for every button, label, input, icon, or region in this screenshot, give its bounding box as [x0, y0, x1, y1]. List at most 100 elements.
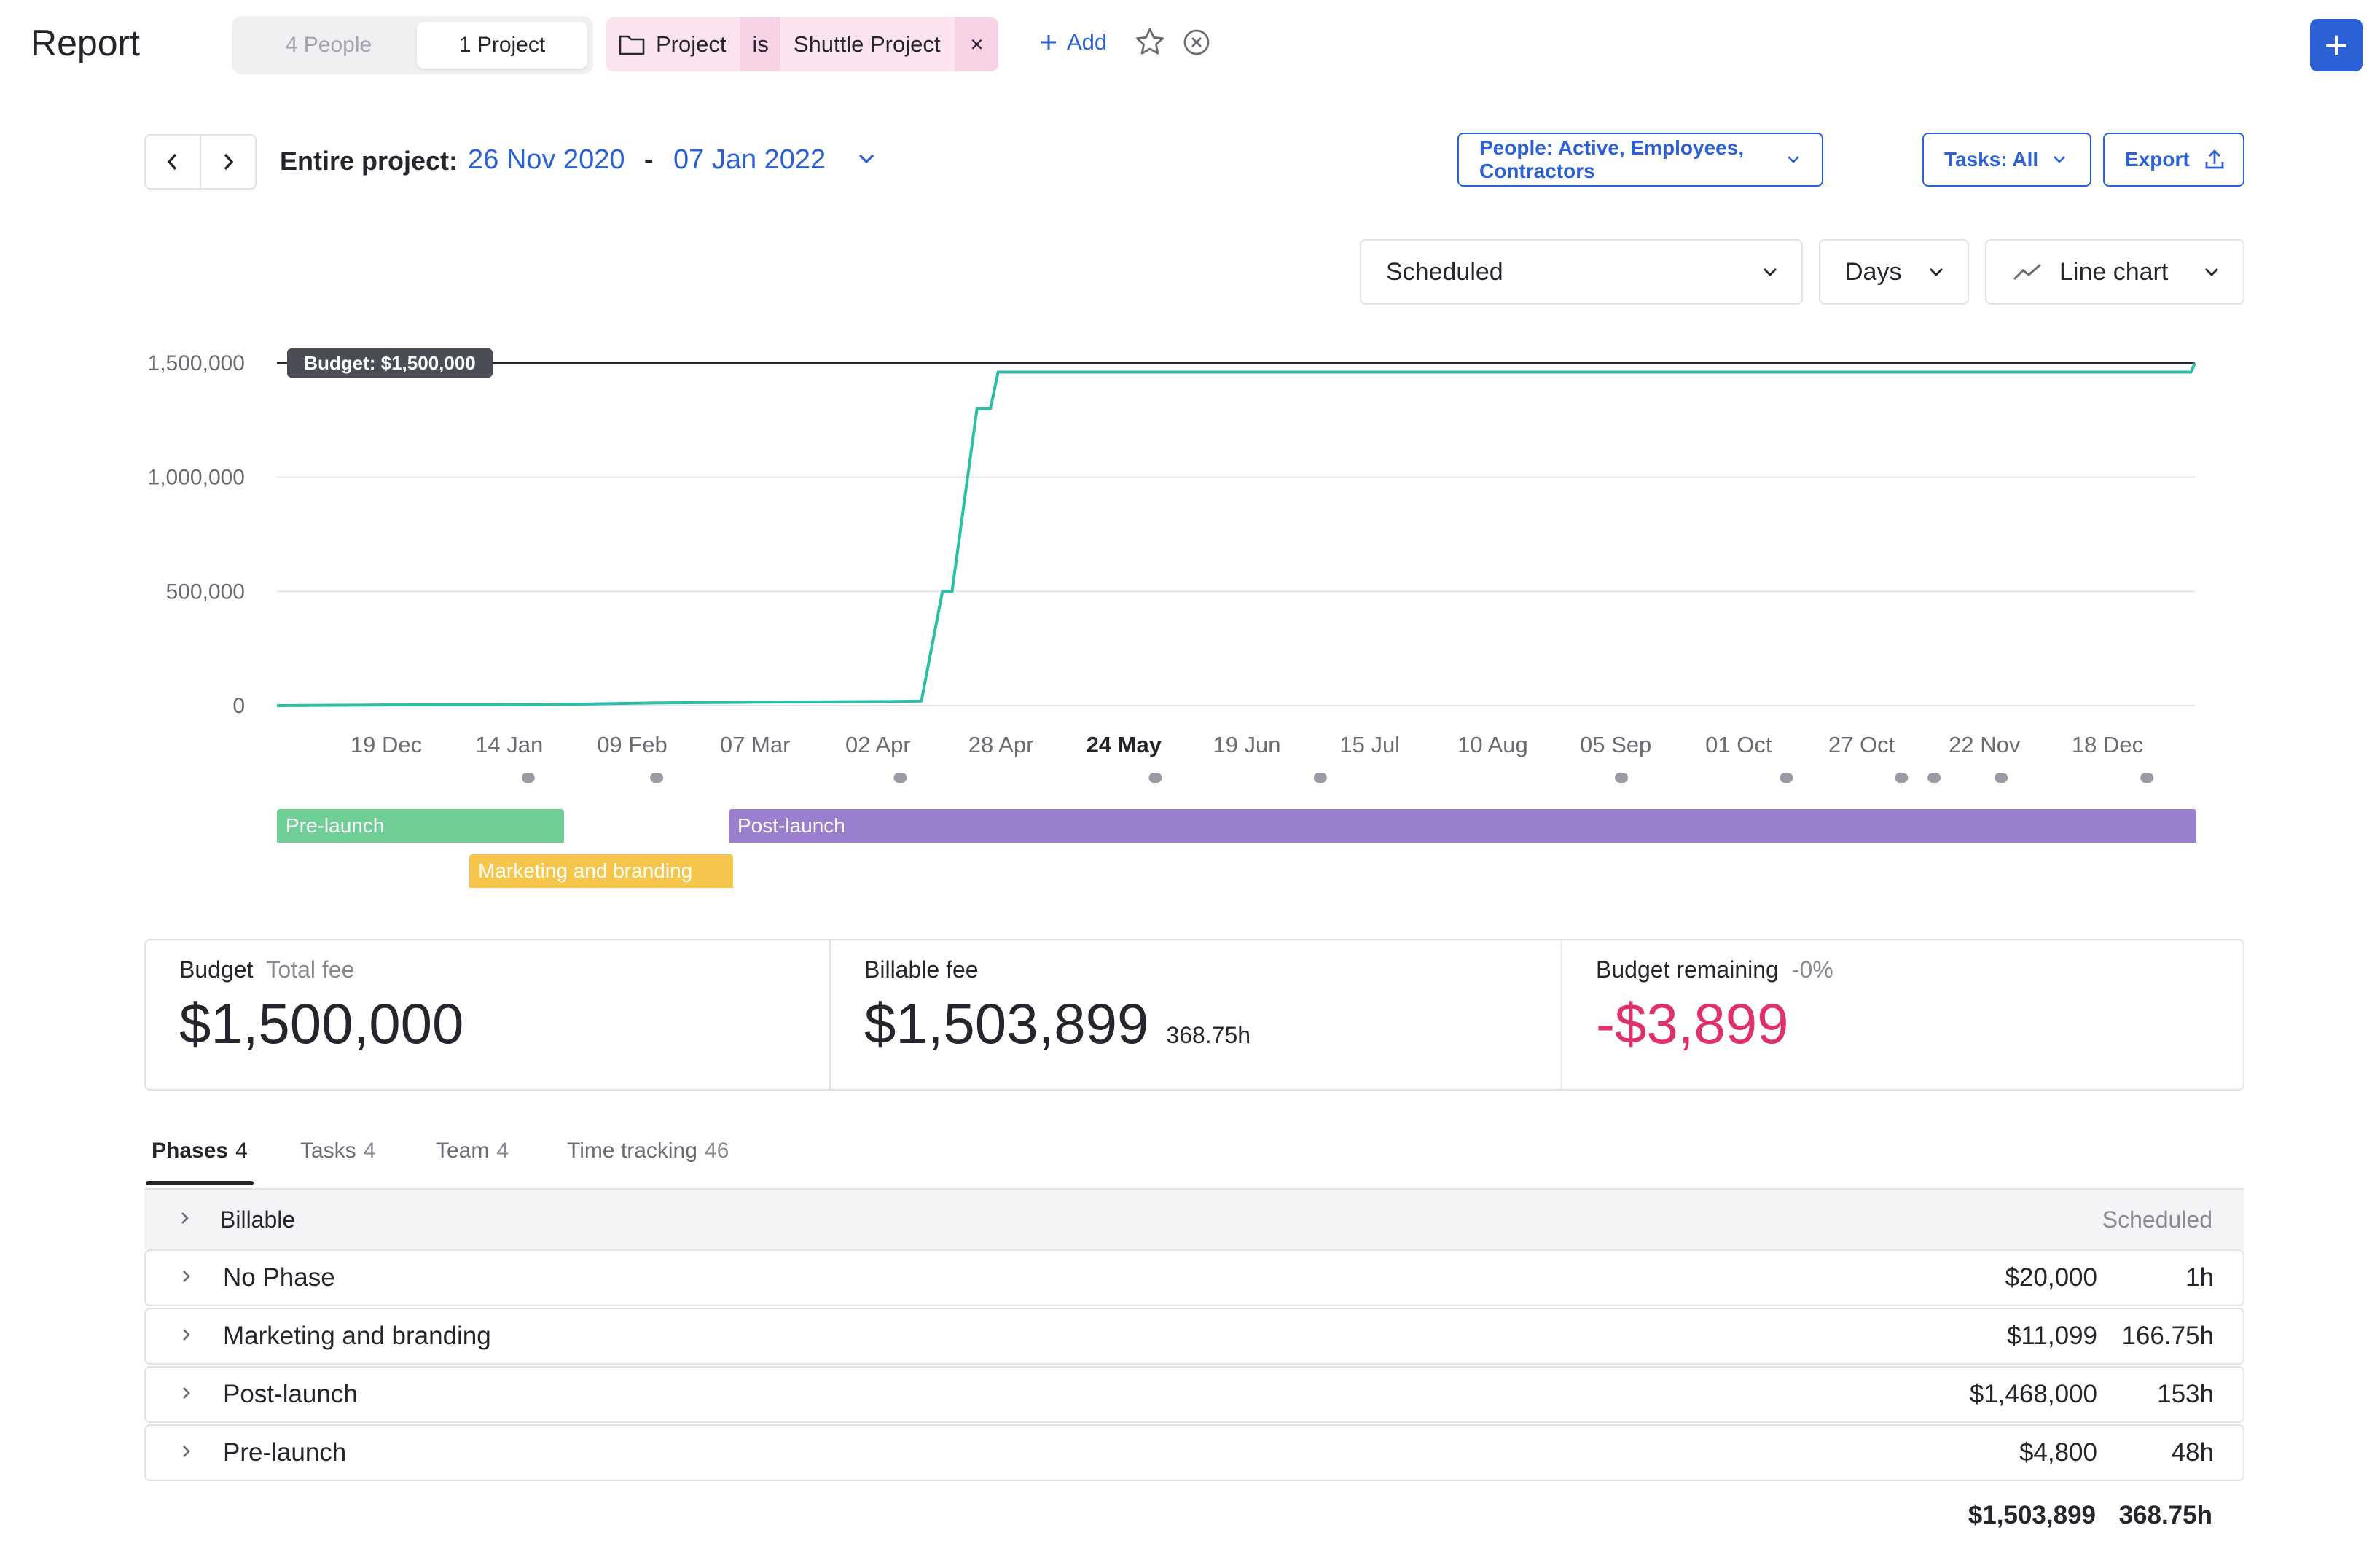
chevron-down-icon[interactable]: [856, 150, 877, 171]
chevron-right-icon: [181, 1324, 192, 1349]
stat-remaining: Budget remaining -0% -$3,899: [1561, 940, 2243, 1089]
x-tick-label: 07 Mar: [720, 732, 790, 757]
row-amount: $20,000: [2005, 1263, 2097, 1292]
tab-time-tracking-count: 46: [704, 1139, 729, 1163]
table-row[interactable]: Post-launch $1,468,000 153h: [144, 1366, 2244, 1423]
add-filter-label: Add: [1067, 29, 1108, 55]
range-label: Entire project:: [280, 146, 458, 176]
tasks-filter-button[interactable]: Tasks: All: [1922, 133, 2091, 187]
y-tick-label: 1,500,000: [148, 351, 245, 375]
x-tick-label: 14 Jan: [475, 732, 543, 757]
active-tab-indicator: [146, 1181, 254, 1185]
timeline-marker: [1995, 773, 2008, 783]
filter-field[interactable]: Project: [606, 17, 740, 71]
budget-badge: [287, 348, 493, 378]
export-button[interactable]: Export: [2103, 133, 2244, 187]
interval-select-value: Days: [1845, 257, 1902, 286]
x-tick-label: 01 Oct: [1705, 732, 1772, 757]
timeline-marker: [1313, 773, 1327, 783]
timeline-marker: [1615, 773, 1629, 783]
x-tick-label: 19 Jun: [1213, 732, 1280, 757]
project-filter-chip[interactable]: Project is Shuttle Project ×: [606, 17, 999, 71]
tab-divider: [144, 1188, 2244, 1190]
new-button[interactable]: +: [2310, 19, 2363, 71]
scheduled-series-line: [276, 362, 2196, 707]
group-row-billable[interactable]: Billable Scheduled: [144, 1190, 2244, 1249]
range-end-date[interactable]: 07 Jan 2022: [673, 144, 826, 175]
metric-select-value: Scheduled: [1386, 257, 1503, 286]
x-tick-label: 02 Apr: [845, 732, 911, 757]
chevron-down-icon: [1761, 265, 1780, 278]
row-name: Pre-launch: [223, 1438, 347, 1467]
previous-period-button[interactable]: [144, 134, 201, 190]
stat-budget-sub: Total fee: [266, 956, 355, 983]
tab-team-count: 4: [496, 1139, 509, 1163]
budget-badge-label: Budget: $1,500,000: [304, 352, 476, 374]
stat-billable: Billable fee $1,503,899 368.75h: [829, 940, 1561, 1089]
group-column-label: Scheduled: [2102, 1206, 2212, 1233]
table-row[interactable]: Pre-launch $4,800 48h: [144, 1424, 2244, 1481]
filter-operator[interactable]: is: [740, 17, 780, 71]
row-amount: $1,468,000: [1969, 1380, 2097, 1408]
y-tick-label: 0: [232, 694, 245, 718]
row-hours: 1h: [2185, 1263, 2214, 1292]
stat-budget: Budget Total fee $1,500,000: [146, 940, 829, 1089]
row-name: Marketing and branding: [223, 1322, 491, 1350]
chevron-right-icon: [181, 1382, 192, 1407]
stat-billable-label: Billable fee: [864, 956, 979, 983]
interval-select[interactable]: Days: [1819, 239, 1969, 305]
row-hours: 153h: [2157, 1380, 2214, 1408]
stat-remaining-label: Budget remaining: [1596, 956, 1779, 983]
row-hours: 48h: [2171, 1438, 2214, 1467]
star-icon[interactable]: [1134, 26, 1166, 62]
phase-bar-prelaunch[interactable]: Pre-launch: [277, 809, 564, 843]
filter-field-label: Project: [656, 31, 727, 57]
next-period-button[interactable]: [200, 134, 257, 190]
tab-phases[interactable]: Phases 4: [152, 1139, 248, 1163]
tab-team[interactable]: Team 4: [436, 1139, 509, 1163]
stat-budget-label: Budget: [179, 956, 254, 983]
phase-bar-postlaunch[interactable]: Post-launch: [729, 809, 2196, 843]
chevron-right-icon: [220, 152, 236, 172]
add-filter-button[interactable]: Add: [1039, 29, 1107, 55]
view-people-button[interactable]: 4 People: [285, 33, 372, 57]
upload-icon: [2203, 148, 2226, 171]
y-tick-label: 1,000,000: [148, 466, 245, 490]
x-tick-label: 05 Sep: [1580, 732, 1651, 757]
chevron-down-icon: [2051, 154, 2067, 165]
people-filter-button[interactable]: People: Active, Employees, Contractors: [1457, 133, 1823, 187]
x-tick-label: 27 Oct: [1828, 732, 1895, 757]
phase-bar-marketing[interactable]: Marketing and branding: [469, 854, 733, 888]
tab-time-tracking[interactable]: Time tracking 46: [567, 1139, 729, 1163]
chevron-right-icon: [181, 1440, 192, 1465]
metric-select[interactable]: Scheduled: [1360, 239, 1803, 305]
tasks-filter-label: Tasks: All: [1944, 148, 2039, 171]
table-row[interactable]: Marketing and branding $11,099 166.75h: [144, 1308, 2244, 1365]
row-amount: $4,800: [2019, 1438, 2097, 1467]
tab-team-label: Team: [436, 1139, 490, 1163]
chart-type-select[interactable]: Line chart: [1985, 239, 2244, 305]
x-tick-label: 28 Apr: [968, 732, 1034, 757]
group-label: Billable: [220, 1206, 296, 1233]
chevron-left-icon: [165, 152, 181, 172]
tab-tasks-count: 4: [363, 1139, 376, 1163]
range-start-date[interactable]: 26 Nov 2020: [468, 144, 625, 175]
total-hours: 368.75h: [2118, 1501, 2212, 1529]
chevron-down-icon: [2202, 265, 2221, 278]
stat-billable-hours: 368.75h: [1166, 1022, 1251, 1048]
timeline-marker: [2140, 773, 2154, 783]
stat-remaining-value: -$3,899: [1596, 991, 1789, 1056]
tab-tasks[interactable]: Tasks 4: [300, 1139, 375, 1163]
timeline-marker: [893, 773, 907, 783]
filter-remove-button[interactable]: ×: [955, 17, 999, 71]
x-tick-label: 15 Jul: [1339, 732, 1400, 757]
clear-filters-icon[interactable]: [1181, 26, 1213, 62]
total-amount: $1,503,899: [1968, 1501, 2096, 1529]
table-row[interactable]: No Phase $20,000 1h: [144, 1249, 2244, 1306]
filter-value[interactable]: Shuttle Project: [793, 31, 941, 57]
x-tick-label: 22 Nov: [1949, 732, 2021, 757]
x-tick-label: 24 May: [1087, 732, 1162, 757]
view-toggle: 4 People 1 Project: [232, 16, 593, 74]
chevron-right-icon: [179, 1207, 191, 1232]
view-project-button[interactable]: 1 Project: [417, 22, 587, 69]
